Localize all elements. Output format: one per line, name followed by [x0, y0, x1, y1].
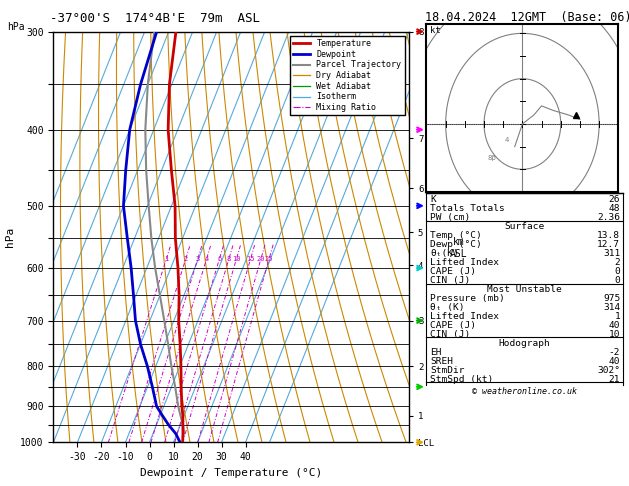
- Text: 6: 6: [217, 257, 221, 262]
- Text: CAPE (J): CAPE (J): [430, 267, 476, 276]
- Text: StmDir: StmDir: [430, 366, 465, 375]
- Text: 8: 8: [226, 257, 231, 262]
- Text: 10: 10: [232, 257, 240, 262]
- X-axis label: Dewpoint / Temperature (°C): Dewpoint / Temperature (°C): [140, 468, 322, 478]
- Text: Dewp (°C): Dewp (°C): [430, 240, 482, 249]
- Text: Lifted Index: Lifted Index: [430, 312, 499, 321]
- Text: 302°: 302°: [597, 366, 620, 375]
- Legend: Temperature, Dewpoint, Parcel Trajectory, Dry Adiabat, Wet Adiabat, Isotherm, Mi: Temperature, Dewpoint, Parcel Trajectory…: [290, 36, 404, 115]
- Y-axis label: km
ASL: km ASL: [450, 237, 468, 259]
- Text: kt: kt: [430, 26, 441, 35]
- Text: 2: 2: [184, 257, 187, 262]
- Text: 311: 311: [603, 249, 620, 258]
- Text: Lifted Index: Lifted Index: [430, 258, 499, 267]
- Text: θₜ(K): θₜ(K): [430, 249, 459, 258]
- Text: hPa: hPa: [8, 22, 25, 32]
- Text: 3: 3: [196, 257, 199, 262]
- Text: 8β: 8β: [487, 155, 496, 161]
- Text: Totals Totals: Totals Totals: [430, 204, 505, 213]
- Text: 0: 0: [615, 276, 620, 285]
- Text: CIN (J): CIN (J): [430, 330, 470, 339]
- Text: 10: 10: [609, 330, 620, 339]
- Text: © weatheronline.co.uk: © weatheronline.co.uk: [472, 387, 577, 396]
- Text: 314: 314: [603, 303, 620, 312]
- Y-axis label: hPa: hPa: [4, 227, 14, 247]
- Text: Hodograph: Hodograph: [499, 339, 550, 348]
- Text: 4: 4: [204, 257, 209, 262]
- Text: Surface: Surface: [504, 222, 545, 231]
- Text: 4: 4: [505, 137, 509, 143]
- Text: 20: 20: [257, 257, 265, 262]
- Text: CIN (J): CIN (J): [430, 276, 470, 285]
- Text: -2: -2: [609, 348, 620, 357]
- Text: 2: 2: [615, 258, 620, 267]
- Text: 1: 1: [164, 257, 169, 262]
- Text: SREH: SREH: [430, 357, 454, 366]
- Text: 1: 1: [615, 312, 620, 321]
- Text: 0: 0: [615, 267, 620, 276]
- Text: K: K: [430, 195, 436, 205]
- Text: 40: 40: [609, 321, 620, 330]
- Text: Temp (°C): Temp (°C): [430, 231, 482, 240]
- Text: 13.8: 13.8: [597, 231, 620, 240]
- Text: EH: EH: [430, 348, 442, 357]
- Text: 975: 975: [603, 294, 620, 303]
- Text: 2.36: 2.36: [597, 213, 620, 222]
- Text: 18.04.2024  12GMT  (Base: 06): 18.04.2024 12GMT (Base: 06): [425, 11, 629, 24]
- Text: 48: 48: [609, 204, 620, 213]
- Text: StmSpd (kt): StmSpd (kt): [430, 375, 494, 384]
- Text: 21: 21: [609, 375, 620, 384]
- Text: Pressure (mb): Pressure (mb): [430, 294, 505, 303]
- Text: 40: 40: [609, 357, 620, 366]
- Text: 15: 15: [246, 257, 255, 262]
- Text: θₜ (K): θₜ (K): [430, 303, 465, 312]
- Text: CAPE (J): CAPE (J): [430, 321, 476, 330]
- Text: 26: 26: [609, 195, 620, 205]
- Text: 25: 25: [265, 257, 273, 262]
- Text: PW (cm): PW (cm): [430, 213, 470, 222]
- Text: 12.7: 12.7: [597, 240, 620, 249]
- Text: -37°00'S  174°4B'E  79m  ASL: -37°00'S 174°4B'E 79m ASL: [50, 12, 260, 25]
- Text: Most Unstable: Most Unstable: [487, 285, 562, 294]
